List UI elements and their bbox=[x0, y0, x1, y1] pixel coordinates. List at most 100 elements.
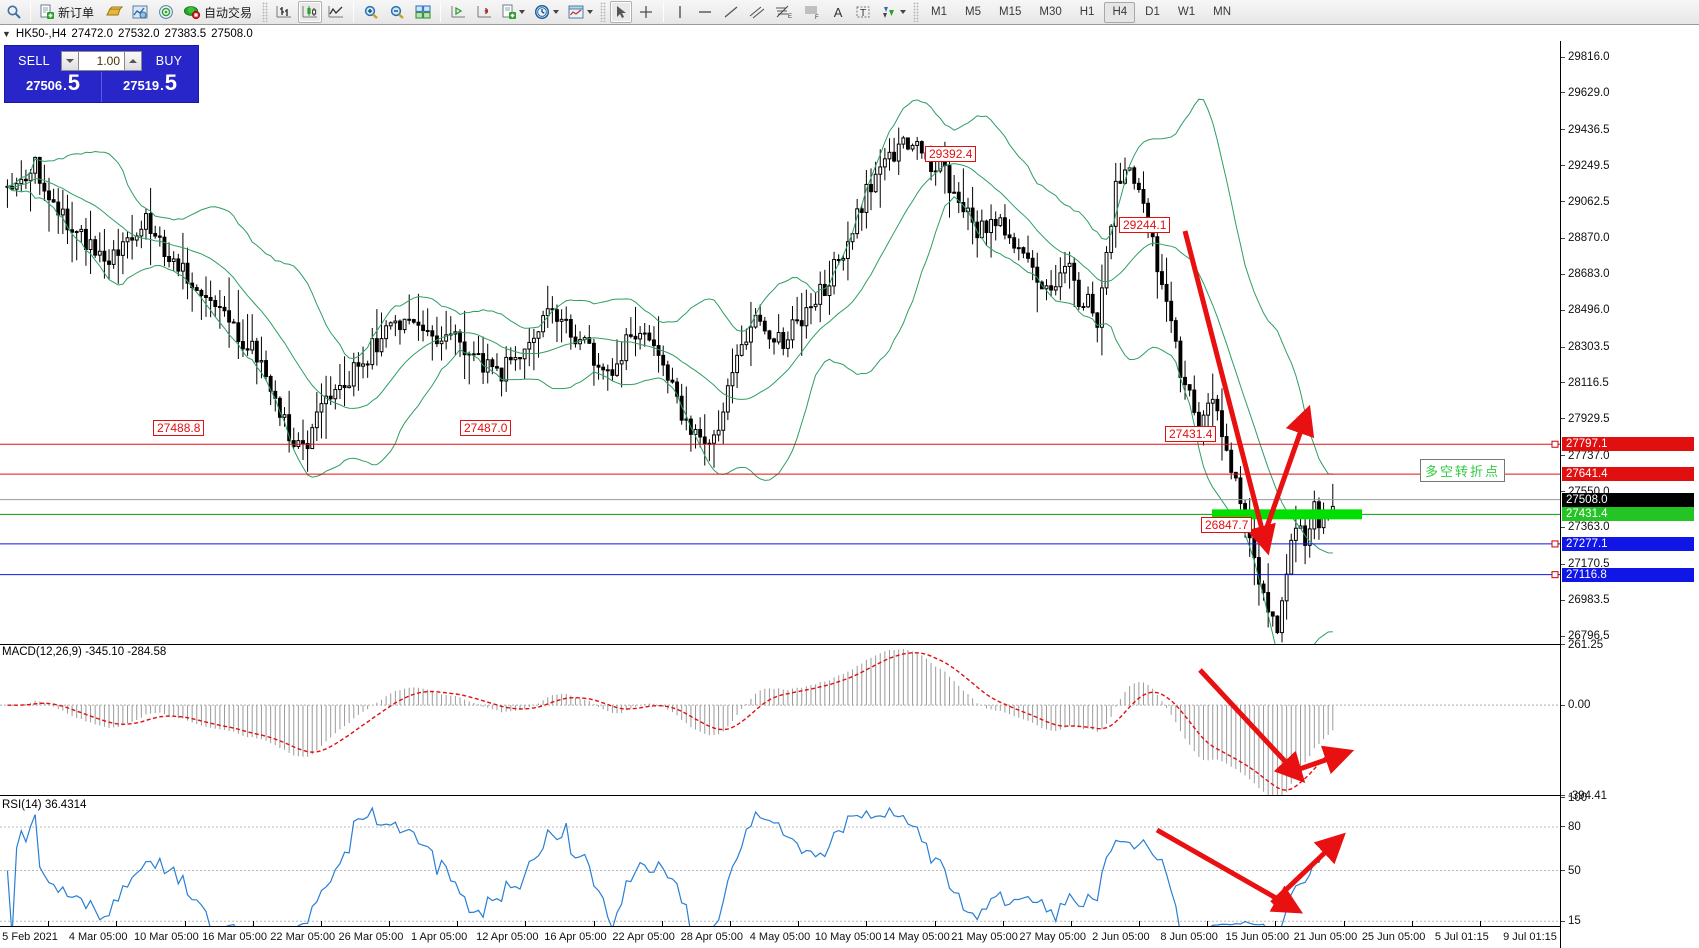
shift-end-icon[interactable] bbox=[472, 1, 496, 23]
annotation-turning-point[interactable]: 多空转折点 bbox=[1420, 459, 1506, 482]
time-tick-mark bbox=[798, 921, 800, 927]
price-level-badge[interactable]: 27431.4 bbox=[1562, 507, 1694, 522]
fibonacci-icon[interactable]: E bbox=[771, 1, 797, 23]
timeframe-w1[interactable]: W1 bbox=[1177, 6, 1196, 18]
annotation-27487[interactable]: 27487.0 bbox=[460, 420, 512, 436]
timeframe-d1[interactable]: D1 bbox=[1145, 6, 1160, 18]
annotation-27431[interactable]: 27431.4 bbox=[1165, 426, 1217, 442]
sell-price[interactable]: 27506 . 5 bbox=[5, 72, 101, 102]
timeframe-m15[interactable]: M15 bbox=[999, 6, 1022, 18]
toolbar-separator bbox=[30, 2, 31, 22]
auto-trading-button[interactable]: 自动交易 bbox=[180, 1, 258, 23]
time-tick-mark bbox=[1275, 921, 1277, 927]
main-price-pane[interactable]: 29392.4 29244.1 27488.8 27487.0 27431.4 … bbox=[0, 41, 1560, 645]
buy-button[interactable]: BUY bbox=[155, 53, 183, 68]
time-tick-label: 4 Mar 05:00 bbox=[68, 931, 128, 943]
candlestick-chart-icon[interactable] bbox=[298, 1, 323, 23]
chevron-down-icon[interactable] bbox=[519, 10, 526, 14]
price-level-badge[interactable]: 27508.0 bbox=[1562, 492, 1694, 507]
volume-increase-button[interactable] bbox=[124, 50, 142, 71]
time-tick-mark bbox=[1070, 921, 1072, 927]
price-level-badge[interactable]: 27116.8 bbox=[1562, 567, 1694, 582]
cursor-icon[interactable] bbox=[610, 1, 633, 23]
price-tick: 27929.5 bbox=[1561, 413, 1610, 425]
text-tool-icon[interactable]: A bbox=[833, 4, 843, 20]
timeframe-h4[interactable]: H4 bbox=[1104, 1, 1136, 23]
fibonacci-fan-icon[interactable]: F bbox=[799, 1, 825, 23]
time-tick-mark bbox=[730, 921, 731, 927]
tile-windows-icon[interactable] bbox=[411, 1, 435, 23]
chart-window-icon[interactable] bbox=[128, 1, 152, 23]
signals-icon[interactable] bbox=[154, 1, 178, 23]
timeframe-m5[interactable]: M5 bbox=[965, 6, 981, 18]
zoom-out-icon[interactable] bbox=[385, 1, 409, 23]
buy-price[interactable]: 27519 . 5 bbox=[102, 72, 198, 102]
line-chart-icon[interactable] bbox=[324, 1, 348, 23]
search-icon[interactable] bbox=[3, 1, 25, 23]
shift-start-icon[interactable] bbox=[446, 1, 470, 23]
timeframe-m30[interactable]: M30 bbox=[1039, 6, 1062, 18]
horizontal-line-icon[interactable] bbox=[693, 1, 717, 23]
vertical-line-icon[interactable] bbox=[669, 1, 691, 23]
annotation-29392[interactable]: 29392.4 bbox=[925, 146, 977, 162]
volume-input[interactable]: 1.00 bbox=[79, 50, 124, 71]
template-icon[interactable] bbox=[564, 1, 596, 23]
timeframe-mn[interactable]: MN bbox=[1213, 6, 1231, 18]
zoom-in-icon[interactable] bbox=[359, 1, 383, 23]
symbol-open: 27472.0 bbox=[71, 27, 113, 40]
trendline-icon[interactable] bbox=[719, 1, 743, 23]
macd-pane[interactable]: MACD(12,26,9) -345.10 -284.58 bbox=[0, 645, 1560, 796]
time-tick-mark bbox=[1207, 921, 1209, 927]
chart-area[interactable]: 29392.4 29244.1 27488.8 27487.0 27431.4 … bbox=[0, 41, 1699, 948]
time-tick-mark bbox=[1002, 921, 1004, 927]
timeframe-h1[interactable]: H1 bbox=[1079, 6, 1095, 18]
annotation-27488[interactable]: 27488.8 bbox=[153, 420, 205, 436]
new-order-label: 新订单 bbox=[58, 5, 95, 20]
time-tick-mark bbox=[1343, 921, 1345, 927]
time-tick-label: 2 Jun 05:00 bbox=[1092, 931, 1150, 943]
volume-decrease-button[interactable] bbox=[61, 50, 79, 71]
chevron-down-icon-4[interactable] bbox=[900, 10, 907, 14]
rsi-pane[interactable]: RSI(14) 36.4314 bbox=[0, 798, 1560, 943]
sell-button[interactable]: SELL bbox=[18, 53, 50, 68]
price-tick: 28496.0 bbox=[1561, 304, 1610, 316]
buy-price-int: 27519 bbox=[122, 78, 160, 93]
one-click-trading-panel[interactable]: SELL 1.00 BUY 27506 . 5 bbox=[4, 45, 199, 103]
arrows-icon[interactable] bbox=[877, 1, 909, 23]
time-tick-label: 26 Mar 05:00 bbox=[338, 931, 404, 943]
price-tick: 28683.0 bbox=[1561, 268, 1610, 280]
time-tick-label: 27 May 05:00 bbox=[1019, 931, 1087, 943]
timeframe-m1[interactable]: M1 bbox=[931, 6, 948, 18]
price-level-badge[interactable]: 27277.1 bbox=[1562, 536, 1694, 551]
price-axis[interactable]: 29816.0 29629.0 29436.5 29249.5 29062.5 28870… bbox=[1560, 41, 1699, 948]
annotation-29244[interactable]: 29244.1 bbox=[1119, 217, 1171, 233]
crosshair-icon[interactable] bbox=[634, 1, 658, 23]
equidistant-channel-icon[interactable] bbox=[745, 1, 769, 23]
bar-chart-icon[interactable] bbox=[272, 1, 296, 23]
gold-bar-icon[interactable] bbox=[102, 1, 126, 23]
price-level-badge[interactable]: 27797.1 bbox=[1562, 437, 1694, 452]
chevron-down-icon-3[interactable] bbox=[587, 10, 594, 14]
add-indicator-button[interactable] bbox=[498, 1, 528, 23]
period-clock-icon[interactable] bbox=[530, 1, 562, 23]
toolbar-grip-2[interactable] bbox=[600, 2, 607, 22]
new-order-button[interactable]: 新订单 bbox=[36, 1, 100, 23]
toolbar-grip[interactable] bbox=[262, 2, 269, 22]
price-tick: 29062.5 bbox=[1561, 196, 1610, 208]
volume-stepper[interactable]: 1.00 bbox=[61, 50, 142, 71]
price-tick: 27363.0 bbox=[1561, 521, 1610, 533]
text-label-icon[interactable]: T bbox=[851, 1, 875, 23]
time-tick-label: 16 Mar 05:00 bbox=[202, 931, 267, 943]
macd-tick: 0.00 bbox=[1561, 699, 1590, 711]
toolbar-grip-3[interactable] bbox=[913, 2, 920, 22]
time-tick-mark bbox=[252, 921, 254, 927]
collapse-arrow-icon[interactable]: ▼ bbox=[2, 28, 11, 39]
timeframe-group: M1 M5 M15 M30 H1 H4 D1 W1 MN bbox=[922, 1, 1240, 23]
price-level-badge[interactable]: 27641.4 bbox=[1562, 467, 1694, 482]
time-tick-mark bbox=[593, 921, 595, 927]
macd-tick: 261.25 bbox=[1561, 639, 1603, 651]
chevron-down-icon-2[interactable] bbox=[553, 10, 560, 14]
buy-price-dot: . bbox=[160, 78, 164, 93]
time-tick-label: 28 Apr 05:00 bbox=[680, 931, 744, 943]
annotation-26847[interactable]: 26847.7 bbox=[1201, 517, 1253, 533]
